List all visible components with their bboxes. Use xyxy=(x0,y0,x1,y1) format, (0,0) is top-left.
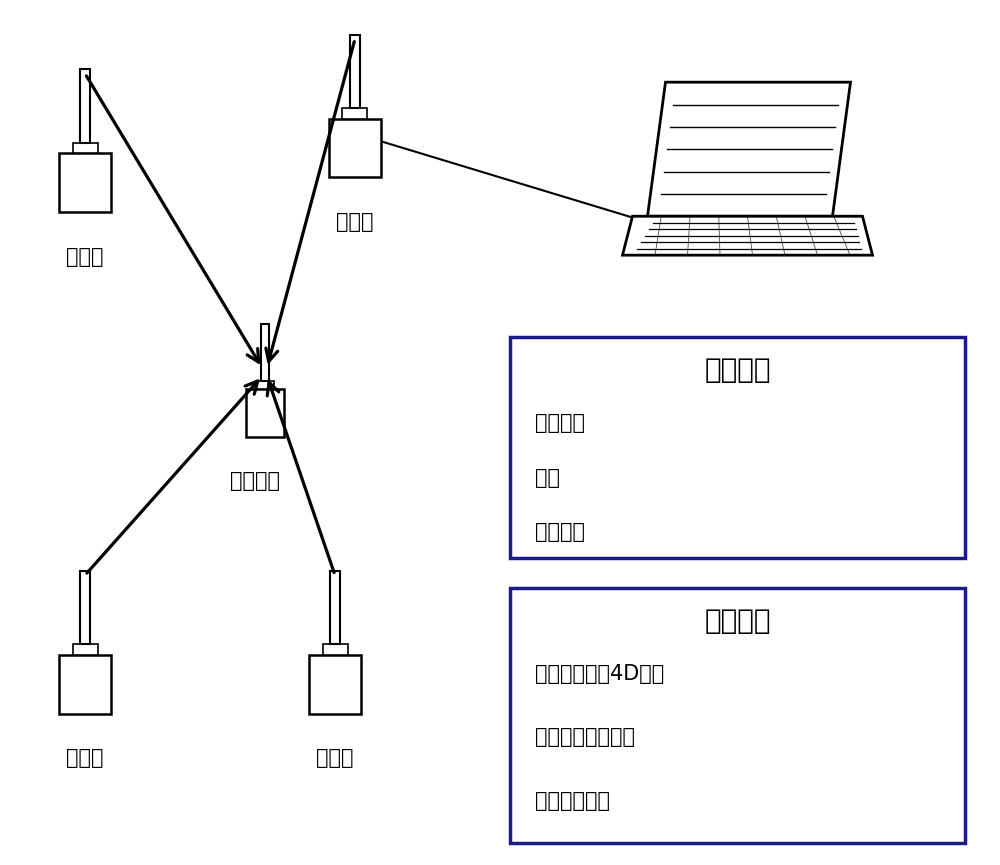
Bar xyxy=(510,588,965,843)
Bar xyxy=(322,644,348,655)
Bar xyxy=(59,153,111,212)
Text: 移动标签: 移动标签 xyxy=(230,471,280,491)
Polygon shape xyxy=(648,82,850,216)
Bar xyxy=(80,69,90,143)
Polygon shape xyxy=(622,216,872,255)
Bar xyxy=(510,337,965,558)
Text: 主基站: 主基站 xyxy=(336,212,374,232)
Bar xyxy=(350,35,360,108)
Bar xyxy=(329,119,381,177)
Bar xyxy=(246,389,284,437)
Bar xyxy=(330,571,340,644)
Text: 现场空间动态4D仿真: 现场空间动态4D仿真 xyxy=(535,664,664,684)
Bar xyxy=(342,108,367,119)
Text: 从基站: 从基站 xyxy=(66,247,104,266)
Text: 布局分析: 布局分析 xyxy=(704,607,771,635)
Bar xyxy=(261,324,269,381)
Text: 位置计算: 位置计算 xyxy=(535,522,585,542)
Bar xyxy=(309,655,361,714)
Text: 从基站: 从基站 xyxy=(316,748,354,768)
Bar xyxy=(73,644,98,655)
Bar xyxy=(256,381,274,389)
Bar xyxy=(73,143,98,153)
Text: 串口通讯: 串口通讯 xyxy=(535,413,585,433)
Text: 定位计算: 定位计算 xyxy=(704,356,771,384)
Bar xyxy=(59,655,111,714)
Text: 从基站: 从基站 xyxy=(66,748,104,768)
Text: 滤波: 滤波 xyxy=(535,468,560,488)
Text: 标签典型轨迹分析: 标签典型轨迹分析 xyxy=(535,727,635,747)
Text: 基站布局分析: 基站布局分析 xyxy=(535,791,610,811)
Bar xyxy=(80,571,90,644)
